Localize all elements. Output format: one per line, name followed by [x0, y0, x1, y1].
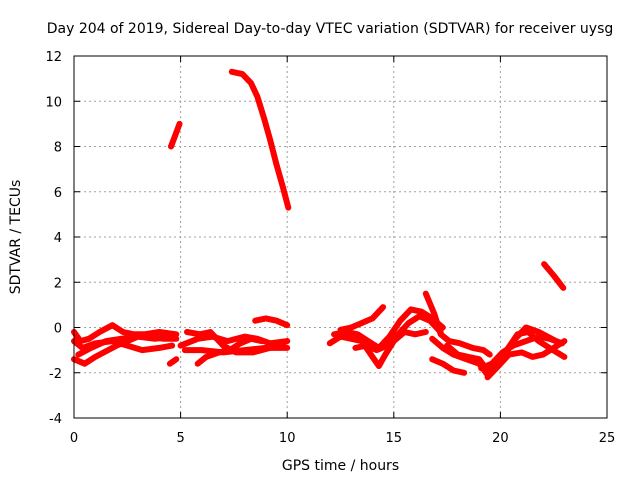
series-arc-4	[75, 333, 173, 358]
chart-title: Day 204 of 2019, Sidereal Day-to-day VTE…	[47, 21, 614, 37]
series-arc-15	[337, 304, 387, 333]
x-tick-label: 20	[492, 431, 509, 446]
series-arc-5	[168, 120, 183, 150]
x-tick-label: 0	[70, 431, 78, 446]
series-arc-22	[484, 338, 568, 381]
y-tick-label: 12	[45, 50, 62, 65]
grid-lines	[74, 56, 607, 418]
series-arc-7	[177, 333, 291, 349]
y-axis-label: SDTVAR / TECUs	[8, 180, 24, 295]
series-arc-1	[71, 322, 180, 345]
y-tick-label: 10	[45, 95, 62, 110]
series-arc-6	[166, 356, 180, 367]
y-tick-label: -2	[49, 367, 62, 382]
y-tick-label: 0	[54, 322, 62, 337]
series-arc-19	[429, 356, 468, 376]
series-arc-13	[326, 329, 429, 369]
data-series	[71, 68, 568, 381]
y-tick-label: 6	[54, 186, 62, 201]
x-tick-label: 25	[599, 431, 616, 446]
series-arc-3	[71, 338, 176, 354]
x-tick-label: 5	[176, 431, 184, 446]
series-arc-21	[478, 333, 566, 372]
series-arc-11	[228, 68, 292, 211]
x-tick-label: 10	[279, 431, 296, 446]
y-tick-label: 4	[54, 231, 62, 246]
series-arc-12	[252, 315, 291, 329]
y-tick-label: -4	[49, 412, 62, 427]
axis-ticks	[73, 55, 608, 419]
x-axis-label: GPS time / hours	[282, 458, 399, 474]
y-tick-label: 8	[54, 141, 62, 156]
series-arc-16	[352, 313, 444, 354]
axis-tick-labels: 0 5 10 15 20 25 -4 -2 0 2 4 6 8 10 12	[45, 50, 615, 446]
series-arc-17	[422, 290, 493, 358]
x-tick-label: 15	[386, 431, 403, 446]
series-arc-23	[541, 261, 567, 291]
series-arc-10	[194, 335, 265, 367]
series-arc-14	[331, 306, 446, 351]
y-tick-label: 2	[54, 276, 62, 291]
series-arc-20	[444, 329, 568, 374]
